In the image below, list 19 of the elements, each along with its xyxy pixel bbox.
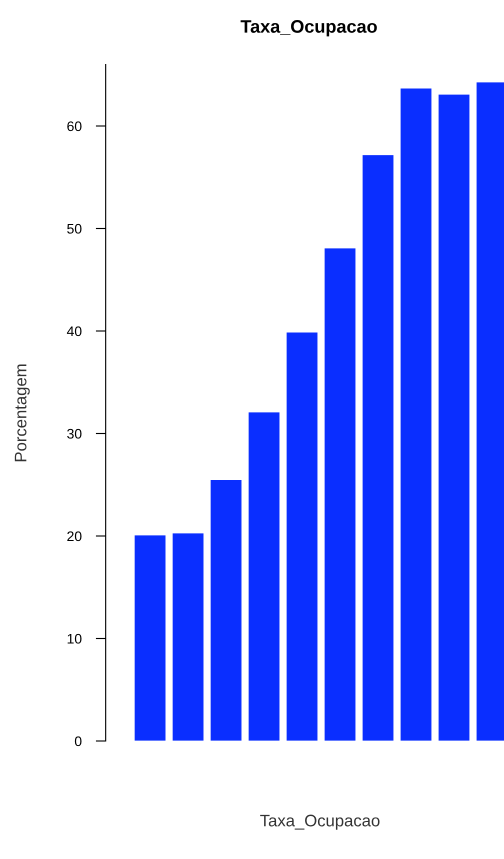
- bar: [134, 534, 166, 741]
- bar: [362, 154, 394, 741]
- y-axis-title: Porcentagem: [14, 364, 30, 462]
- y-tick-label: 50: [67, 224, 82, 234]
- bar: [248, 412, 280, 741]
- y-tick-label: 20: [67, 531, 82, 542]
- bar: [324, 248, 356, 741]
- bar: [400, 88, 432, 741]
- y-tick-label: 0: [74, 736, 82, 746]
- bar: [210, 479, 242, 741]
- bar: [438, 94, 470, 741]
- x-axis-title: Taxa_Ocupacao: [260, 814, 380, 830]
- bar: [286, 332, 318, 741]
- chart-title: Taxa_Ocupacao: [240, 20, 377, 36]
- y-tick-label: 60: [67, 121, 82, 132]
- y-tick-label: 30: [67, 428, 82, 439]
- bar: [172, 532, 204, 741]
- y-tick-label: 40: [66, 326, 82, 336]
- y-tick-label: 10: [68, 634, 82, 644]
